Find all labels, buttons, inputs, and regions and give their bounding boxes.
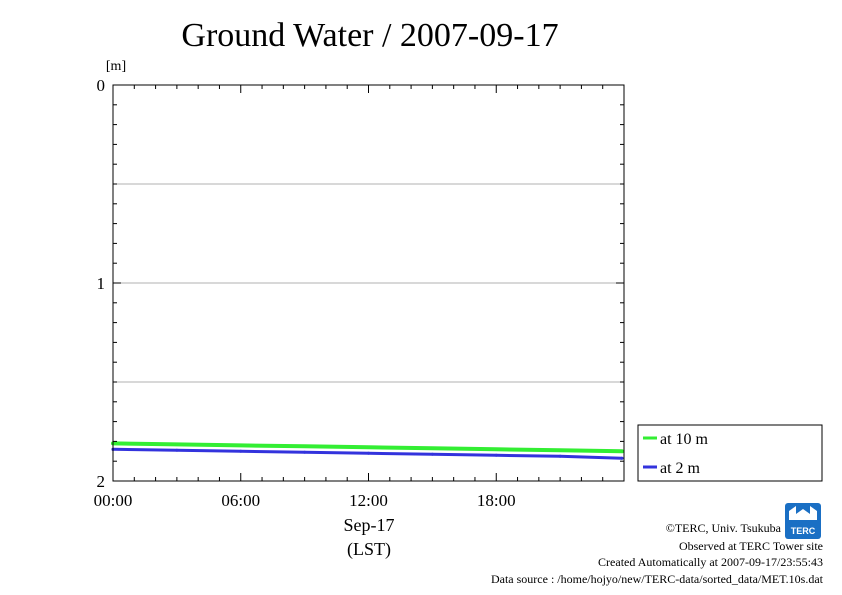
legend-label-at-2m: at 2 m bbox=[660, 460, 701, 477]
data-point bbox=[558, 454, 562, 458]
data-point bbox=[620, 449, 624, 453]
data-point bbox=[367, 445, 370, 449]
data-point bbox=[239, 443, 243, 447]
data-point bbox=[175, 442, 179, 446]
data-point bbox=[303, 450, 307, 454]
grid-lines bbox=[113, 183, 624, 383]
x-tick-label: 00:00 bbox=[94, 491, 133, 510]
legend-box bbox=[637, 424, 823, 482]
x-axis-timezone-label: (LST) bbox=[347, 539, 391, 560]
legend-label-at-10m: at 10 m bbox=[660, 431, 709, 448]
data-point bbox=[303, 444, 307, 448]
data-point bbox=[239, 449, 243, 453]
footer-copyright: ©TERC, Univ. Tsukuba bbox=[666, 521, 782, 535]
legend: at 10 m at 2 m bbox=[637, 424, 823, 482]
y-axis-unit-label: [m] bbox=[106, 59, 126, 74]
series-lines bbox=[111, 441, 624, 460]
terc-logo: TERC bbox=[785, 503, 821, 539]
data-point bbox=[494, 447, 498, 451]
data-point bbox=[558, 448, 562, 452]
data-point bbox=[620, 456, 624, 460]
data-point bbox=[430, 446, 434, 450]
x-tick-label: 18:00 bbox=[477, 491, 516, 510]
footer-observed: Observed at TERC Tower site bbox=[679, 539, 823, 553]
terc-logo-mark bbox=[789, 506, 817, 520]
axis-ticks: 0 1 200:00 06:00 12:00 18:00 bbox=[94, 76, 625, 510]
x-tick-label: 06:00 bbox=[221, 491, 260, 510]
data-point bbox=[494, 453, 498, 457]
chart-title: Ground Water / 2007-09-17 bbox=[181, 17, 558, 54]
terc-logo-text: TERC bbox=[791, 526, 816, 536]
data-point bbox=[430, 452, 434, 456]
footer-source: Data source : /home/hojyo/new/TERC-data/… bbox=[491, 572, 824, 586]
data-point bbox=[367, 451, 370, 455]
x-tick-label: 12:00 bbox=[349, 491, 388, 510]
x-axis-date-label: Sep-17 bbox=[344, 515, 395, 535]
y-tick-label: 2 bbox=[97, 472, 106, 491]
footer-created: Created Automatically at 2007-09-17/23:5… bbox=[598, 555, 823, 569]
y-tick-label: 0 bbox=[97, 76, 106, 95]
data-point bbox=[175, 448, 179, 452]
y-tick-label: 1 bbox=[97, 274, 106, 293]
